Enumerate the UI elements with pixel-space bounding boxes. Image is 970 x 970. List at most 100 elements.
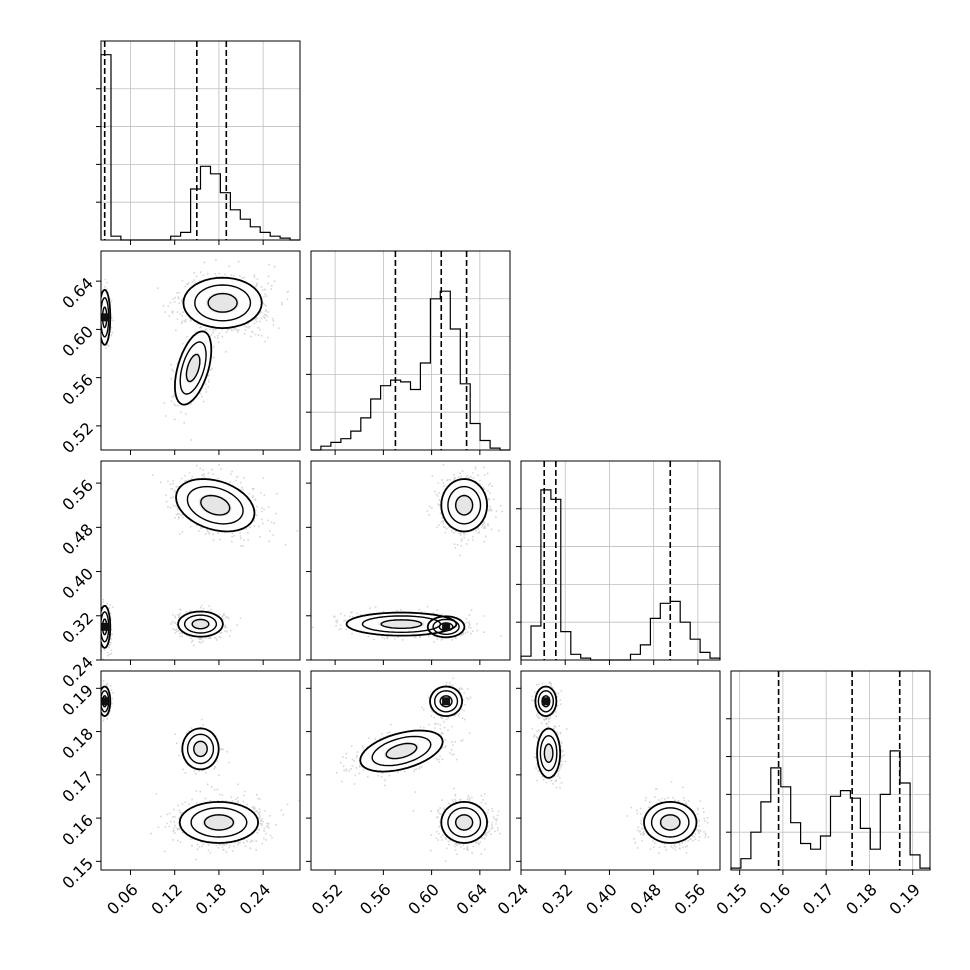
panel-content xyxy=(312,464,503,643)
density-peak xyxy=(442,622,451,631)
panel-background xyxy=(101,41,300,240)
panel-background xyxy=(731,671,930,870)
density-contour xyxy=(429,685,464,718)
density-contour xyxy=(193,740,208,758)
density-contour xyxy=(643,800,698,844)
panels: 0.520.560.600.640.240.320.400.480.560.15… xyxy=(58,40,931,919)
panel-content xyxy=(101,259,289,441)
density-core xyxy=(454,813,474,832)
panel-frame xyxy=(520,460,721,661)
density-contour xyxy=(650,807,690,838)
panel-content xyxy=(336,677,501,862)
panel-frame xyxy=(100,670,301,871)
panel-frame xyxy=(310,670,511,871)
density-contour xyxy=(175,478,256,533)
density-contour xyxy=(179,341,207,395)
histogram-panel-3 xyxy=(726,670,931,875)
scatter-panel-2-0 xyxy=(96,460,301,665)
density-contour xyxy=(185,353,201,383)
density-contour xyxy=(182,276,263,330)
density-contour xyxy=(101,685,112,718)
scatter-panel-3-1 xyxy=(306,670,511,875)
density-contour xyxy=(191,618,210,630)
panel-frame xyxy=(520,670,721,871)
panel-background xyxy=(521,461,720,660)
panel-content xyxy=(530,681,710,854)
density-contour xyxy=(426,615,466,639)
density-contour xyxy=(183,614,218,634)
panel-background xyxy=(311,251,510,450)
panel-content xyxy=(101,463,299,660)
density-core xyxy=(192,740,209,758)
density-contour xyxy=(536,727,562,779)
density-contour xyxy=(203,814,235,831)
density-contour xyxy=(447,485,482,525)
density-contour xyxy=(440,800,489,844)
density-contour xyxy=(439,695,453,708)
density-contour xyxy=(101,611,110,643)
density-contour xyxy=(345,611,458,637)
density-core xyxy=(202,813,236,832)
scatter-panel-3-2 xyxy=(516,670,721,875)
density-core xyxy=(659,813,682,832)
density-contour xyxy=(101,288,112,346)
density-contour xyxy=(454,494,474,516)
density-contour xyxy=(361,615,442,634)
panel-background xyxy=(311,671,510,870)
density-contour xyxy=(433,690,459,713)
density-core xyxy=(378,619,425,629)
density-contour xyxy=(447,807,482,838)
density-contour xyxy=(177,610,224,638)
density-contour xyxy=(359,729,444,773)
density-core xyxy=(206,292,240,314)
density-core xyxy=(454,494,474,517)
density-contour xyxy=(173,330,213,406)
density-contour xyxy=(178,800,260,844)
histogram-panel-0 xyxy=(96,40,301,245)
density-contour xyxy=(371,735,432,767)
scatter-panel-2-1 xyxy=(306,460,511,665)
density-contour xyxy=(539,734,558,772)
panel-frame xyxy=(730,670,931,871)
scatter-panel-3-0 xyxy=(96,670,301,875)
density-contour xyxy=(380,619,423,629)
density-peak xyxy=(101,622,109,631)
density-contour xyxy=(534,685,558,718)
sample-points xyxy=(421,677,472,725)
density-core xyxy=(185,352,201,384)
density-contour xyxy=(101,690,110,713)
density-contour xyxy=(543,743,554,764)
density-peak xyxy=(541,697,550,706)
panel-content xyxy=(101,680,300,861)
density-contour xyxy=(440,478,489,533)
density-core xyxy=(191,618,210,630)
density-contour xyxy=(194,284,252,322)
histogram-panel-2 xyxy=(516,460,721,665)
density-contour xyxy=(101,604,112,649)
panel-frame xyxy=(100,460,301,661)
histogram-step xyxy=(311,290,510,451)
histogram-panel-1 xyxy=(306,250,511,455)
panel-frame xyxy=(310,250,511,451)
density-contour xyxy=(659,814,681,831)
density-peak xyxy=(101,697,109,706)
density-contour xyxy=(454,814,474,831)
panel-frame xyxy=(310,460,511,661)
density-peak xyxy=(101,313,109,322)
density-contour xyxy=(190,807,248,838)
density-contour xyxy=(537,690,555,713)
density-contour xyxy=(432,618,460,636)
panel-frame xyxy=(100,250,301,451)
density-contour xyxy=(181,727,220,771)
panel-frame xyxy=(100,40,301,241)
density-contour xyxy=(186,733,215,765)
density-contour xyxy=(101,297,110,338)
density-contour xyxy=(385,742,418,760)
density-peak xyxy=(442,697,451,706)
density-core xyxy=(543,742,554,764)
density-contour xyxy=(186,485,244,525)
density-contour xyxy=(200,494,231,516)
density-contour xyxy=(207,292,238,313)
scatter-panel-1-0 xyxy=(96,250,301,455)
